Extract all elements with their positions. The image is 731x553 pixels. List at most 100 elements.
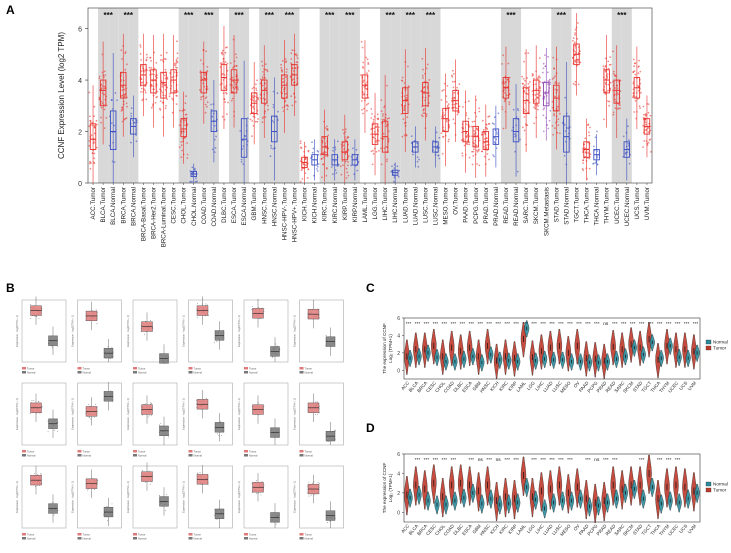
mini-legend-label: Tumor [27, 366, 35, 370]
legend-label-normal: Normal [713, 340, 728, 345]
data-point [262, 71, 264, 73]
data-point [332, 149, 334, 152]
data-point [533, 122, 536, 125]
data-point [607, 67, 610, 70]
data-point [130, 115, 133, 117]
mini-point [313, 494, 315, 496]
significance-marker: *** [540, 321, 546, 327]
data-point [215, 135, 218, 138]
data-point [341, 160, 344, 163]
data-point [214, 147, 217, 149]
data-point [443, 82, 446, 85]
panel-d-violin: 0 2 4 6 The expression of CCNF Log₂ (TPM+1) AC… [382, 452, 728, 537]
data-point [557, 124, 560, 126]
data-point [612, 50, 614, 53]
data-point [284, 93, 287, 95]
data-point [554, 75, 556, 77]
x-tick-label: HNSC.Tumor [261, 187, 268, 224]
data-point [521, 75, 523, 78]
x-tick-label: TGCT [641, 523, 653, 536]
significance-marker: *** [648, 321, 654, 327]
mini-point [271, 356, 273, 358]
data-point [554, 95, 556, 98]
mini-plot-frame [21, 299, 67, 363]
data-point [526, 77, 528, 79]
data-point [284, 76, 287, 78]
data-point [552, 133, 554, 136]
significance-marker: *** [612, 457, 618, 463]
significance-marker: *** [617, 11, 627, 20]
data-point [508, 101, 511, 103]
legend-label-tumor: Tumor [713, 346, 727, 351]
data-point [558, 112, 561, 115]
data-point [100, 83, 103, 86]
data-point [574, 83, 577, 86]
mini-point [97, 480, 98, 482]
data-point [410, 135, 413, 138]
data-point [261, 76, 264, 79]
data-point [421, 115, 424, 118]
data-point [581, 147, 584, 150]
mini-point [310, 494, 312, 496]
mini-legend-swatch [188, 450, 193, 453]
data-point [103, 76, 105, 78]
data-point [363, 79, 365, 82]
data-point [607, 89, 609, 92]
mini-point [205, 303, 207, 305]
data-point [612, 111, 615, 114]
data-point [406, 116, 409, 119]
data-point [482, 128, 485, 131]
mini-legend-swatch [22, 371, 26, 374]
box-body [271, 115, 278, 143]
data-point [110, 98, 113, 101]
mini-point [166, 493, 167, 495]
significance-marker: *** [540, 457, 546, 463]
data-point [226, 113, 228, 115]
data-point [628, 162, 631, 165]
x-tick-label: PRAD.Tumor [483, 187, 490, 224]
data-point [332, 173, 334, 176]
data-point [366, 104, 368, 106]
data-point [124, 51, 127, 53]
data-point [529, 81, 531, 83]
data-point [139, 44, 142, 46]
data-point [514, 133, 516, 136]
x-tick-label: BRCA-Luminal.Tumor [161, 187, 168, 247]
data-point [542, 130, 545, 133]
x-tick-label: SKCM.Tumor [533, 187, 540, 224]
data-point [383, 106, 385, 109]
data-point [372, 153, 375, 155]
data-point [180, 144, 183, 147]
data-point [100, 116, 102, 119]
data-point [613, 74, 616, 77]
significance-marker: *** [451, 457, 457, 463]
significance-marker: *** [585, 321, 591, 327]
data-point [240, 161, 243, 163]
data-point [123, 118, 126, 121]
mini-point [252, 305, 254, 307]
data-point [455, 102, 458, 105]
data-point [145, 53, 148, 56]
data-point [556, 131, 559, 134]
mini-legend-label: Normal [305, 370, 314, 374]
data-point [589, 153, 592, 156]
data-point [376, 113, 379, 116]
significance-marker: *** [486, 457, 492, 463]
data-point [200, 59, 202, 61]
y-tick-label: 2 [78, 130, 82, 137]
data-point [213, 138, 216, 141]
mini-point [33, 400, 35, 402]
data-point [380, 99, 383, 101]
data-point [442, 135, 445, 138]
data-point [380, 163, 383, 166]
data-point [375, 141, 377, 144]
data-point [483, 155, 486, 158]
mini-point [111, 347, 113, 349]
data-point [613, 70, 615, 73]
data-point [96, 123, 98, 126]
x-tick-label: KICH [489, 523, 500, 535]
data-point [451, 81, 454, 83]
data-point [206, 101, 209, 104]
data-point [356, 169, 359, 172]
box-body [532, 79, 540, 104]
